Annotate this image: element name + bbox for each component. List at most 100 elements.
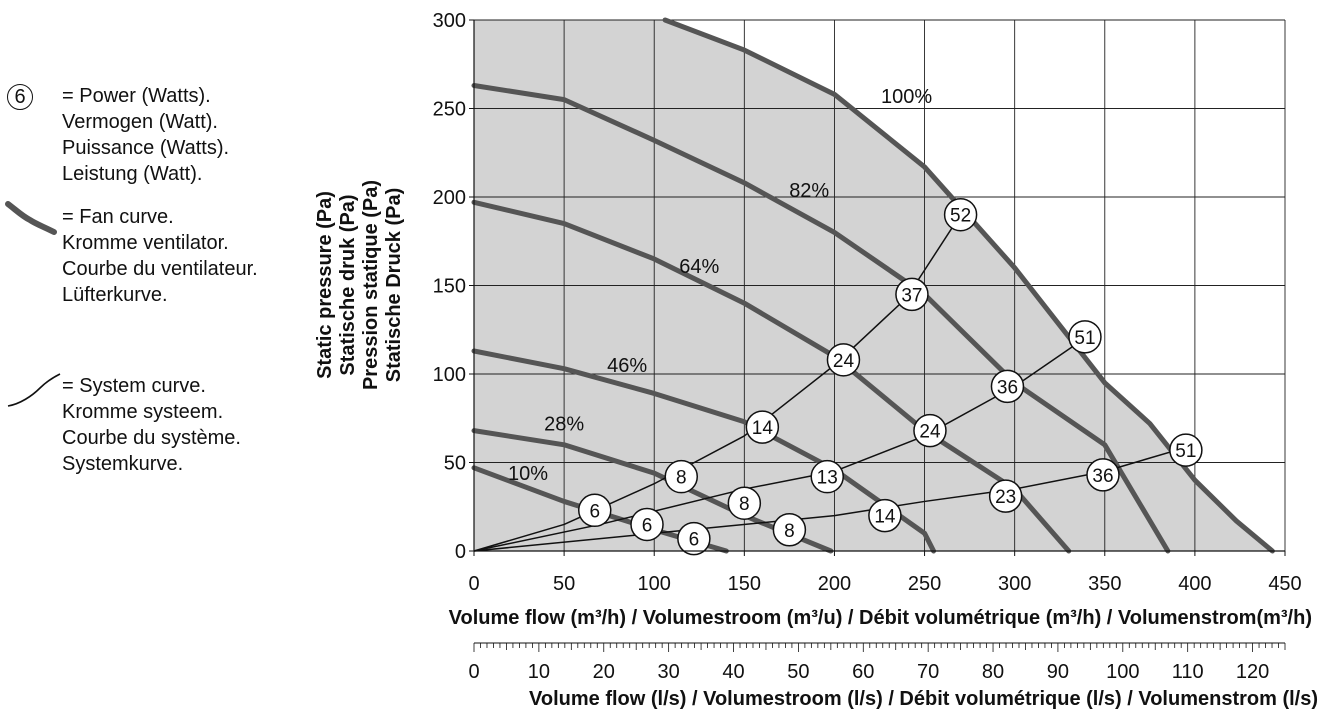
x-axis-title: Volume flow (m³/h) / Volumestroom (m³/u)… xyxy=(449,607,1312,629)
power-marker: 23 xyxy=(988,479,1023,513)
y-tick-label: 100 xyxy=(433,364,466,386)
legend-system-line-3: Courbe du système. xyxy=(62,427,241,449)
legend-power-line-2: Vermogen (Watt). xyxy=(62,111,218,133)
x2-tick-label: 30 xyxy=(658,661,680,683)
power-marker: 8 xyxy=(727,486,762,520)
power-marker-symbol: 6 xyxy=(7,84,33,110)
legend-fan-line-4: Lüfterkurve. xyxy=(62,284,168,306)
legend-power-line-1: = Power (Watts). xyxy=(62,85,211,107)
legend-power-line-4: Leistung (Watt). xyxy=(62,163,203,185)
y-tick-label: 0 xyxy=(455,541,466,563)
power-marker: 8 xyxy=(772,513,807,547)
power-marker-circle xyxy=(1068,320,1102,354)
fan-curve-label: 46% xyxy=(607,355,647,377)
power-marker-label: 24 xyxy=(919,422,941,443)
y-axis-title-en: Static pressure (Pa) xyxy=(314,191,336,379)
power-marker-label: 8 xyxy=(784,521,795,542)
power-marker-circle xyxy=(826,343,861,377)
fan-curve-line xyxy=(471,82,1171,554)
x2-tick-label: 60 xyxy=(852,661,874,683)
power-marker-circle xyxy=(943,197,978,232)
power-marker-label: 13 xyxy=(817,468,838,489)
x-tick-label: 200 xyxy=(818,573,851,595)
power-marker-circle xyxy=(990,369,1025,404)
power-marker: 37 xyxy=(895,277,929,312)
x2-tick-label: 80 xyxy=(982,661,1004,683)
legend-fan-line-2: Kromme ventilator. xyxy=(62,232,229,254)
x2-tick-label: 0 xyxy=(468,661,479,683)
fan-curve-line xyxy=(662,17,1275,554)
fan-curve-label: 82% xyxy=(789,180,829,202)
x-tick-label: 400 xyxy=(1178,573,1211,595)
power-marker-circle xyxy=(913,413,947,448)
power-marker-label: 52 xyxy=(950,206,971,227)
power-marker-label: 24 xyxy=(833,351,855,372)
x-tick-label: 300 xyxy=(998,573,1031,595)
power-marker: 52 xyxy=(943,197,978,232)
x2-tick-label: 100 xyxy=(1106,661,1139,683)
power-markers: 52 37 24 14 8 6 51 36 24 13 8 6 51 36 23 14 8 6 xyxy=(577,197,1203,556)
power-marker-circle xyxy=(577,493,612,528)
power-marker: 6 xyxy=(677,521,711,556)
fan-curve-line xyxy=(471,348,937,554)
x2-tick-label: 120 xyxy=(1236,661,1269,683)
power-marker-circle xyxy=(1169,433,1203,467)
power-marker: 6 xyxy=(577,493,612,528)
power-marker: 36 xyxy=(1086,458,1120,492)
x-tick-label: 0 xyxy=(468,573,479,595)
x-tick-label: 350 xyxy=(1088,573,1121,595)
legend-system-line-4: Systemkurve. xyxy=(62,453,184,475)
power-marker-label: 51 xyxy=(1175,441,1196,462)
power-marker-label: 6 xyxy=(642,515,653,536)
legend-system-line-2: Kromme systeem. xyxy=(62,401,224,423)
x2-tick-label: 50 xyxy=(787,661,809,683)
y-tick-label: 300 xyxy=(433,10,466,32)
system-curve-symbol xyxy=(7,373,61,407)
power-marker-circle xyxy=(664,459,699,494)
y-tick-label: 50 xyxy=(444,453,466,475)
power-marker-label: 6 xyxy=(689,530,700,551)
y-tick-label: 250 xyxy=(433,99,466,121)
power-marker-label: 36 xyxy=(997,377,1018,398)
power-marker-label: 14 xyxy=(752,418,774,439)
x-tick-label: 150 xyxy=(728,573,761,595)
power-marker-label: 51 xyxy=(1074,328,1095,349)
power-marker-circle xyxy=(868,498,902,533)
y-axis-title-nl: Statische druk (Pa) xyxy=(337,194,359,375)
x2-axis-title: Volume flow (l/s) / Volumestroom (l/s) /… xyxy=(529,688,1318,710)
x-tick-label: 450 xyxy=(1268,573,1301,595)
power-marker-circle xyxy=(895,277,929,312)
x2-tick-label: 20 xyxy=(593,661,615,683)
power-marker-label: 14 xyxy=(874,507,896,528)
power-marker-circle xyxy=(745,410,780,444)
power-marker-circle xyxy=(772,513,807,547)
legend-fan-line-3: Courbe du ventilateur. xyxy=(62,258,258,280)
power-marker-label: 37 xyxy=(901,285,922,306)
x2-tick-label: 70 xyxy=(917,661,939,683)
x2-tick-label: 10 xyxy=(528,661,550,683)
legend-fan-line-1: = Fan curve. xyxy=(62,206,174,228)
x-tick-label: 250 xyxy=(908,573,941,595)
y-axis-title-fr: Pression statique (Pa) xyxy=(360,180,382,390)
power-marker-label: 8 xyxy=(676,468,687,489)
legend-power-line-3: Puissance (Watts). xyxy=(62,137,230,159)
y-tick-label: 200 xyxy=(433,187,466,209)
power-marker: 51 xyxy=(1169,433,1203,467)
x2-tick-label: 90 xyxy=(1047,661,1069,683)
fan-curve-label: 100% xyxy=(881,86,932,108)
y-axis-title-de: Statische Druck (Pa) xyxy=(383,188,405,383)
power-marker-circle xyxy=(1086,458,1120,492)
power-marker: 14 xyxy=(745,410,780,444)
x2-tick-label: 110 xyxy=(1172,661,1204,683)
power-marker-circle xyxy=(988,479,1023,513)
x-tick-label: 100 xyxy=(638,573,671,595)
power-marker: 14 xyxy=(868,498,902,533)
power-marker: 51 xyxy=(1068,320,1102,354)
power-marker-label: 6 xyxy=(589,501,600,522)
y-tick-label: 150 xyxy=(433,276,466,298)
power-marker-label: 23 xyxy=(995,487,1016,508)
legend: 6 = Power (Watts). Vermogen (Watt). Puis… xyxy=(0,0,300,520)
power-marker: 24 xyxy=(913,413,947,448)
x-tick-label: 50 xyxy=(553,573,575,595)
